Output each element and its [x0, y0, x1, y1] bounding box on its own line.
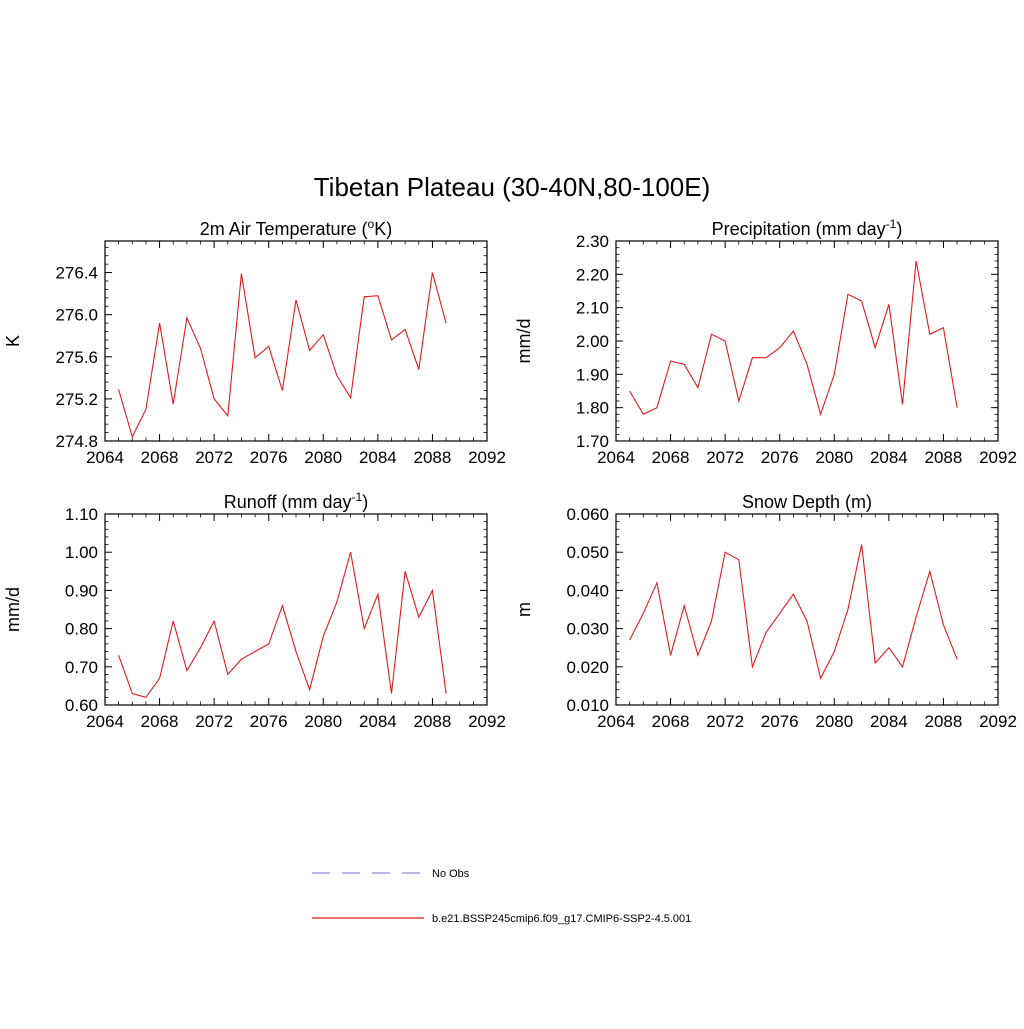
x-tick-label: 2068 — [652, 712, 690, 731]
x-tick-label: 2084 — [359, 448, 397, 467]
x-tick-label: 2088 — [414, 448, 452, 467]
y-tick-label: 275.2 — [55, 390, 98, 409]
y-tick-label: 0.030 — [566, 620, 609, 639]
y-tick-label: 274.8 — [55, 432, 98, 451]
x-tick-label: 2064 — [597, 448, 635, 467]
panel-1: 2m Air Temperature (oK) 2064 2068 2072 2076 2… — [3, 217, 506, 467]
legend-label-2: b.e21.BSSP245cmip6.f09_g17.CMIP6-SSP2-4.… — [432, 913, 691, 925]
x-tick-label: 2080 — [304, 712, 342, 731]
x-tick-label: 2068 — [652, 448, 690, 467]
series-line-1 — [629, 260, 958, 417]
x-tick-label: 2088 — [414, 712, 452, 731]
x-tick-label: 2068 — [141, 712, 179, 731]
panel-title: Precipitation (mm day-1) — [712, 217, 903, 239]
panel-3: Runoff (mm day-1) 2064 2068 2072 2076 2080 208… — [3, 490, 506, 731]
panel-title: 2m Air Temperature (oK) — [200, 217, 392, 239]
x-tick-label: 2068 — [141, 448, 179, 467]
x-tick-label: 2072 — [195, 448, 233, 467]
y-axis-label: m — [514, 602, 534, 617]
x-tick-label: 2084 — [870, 712, 908, 731]
x-tick-label: 2084 — [359, 712, 397, 731]
y-tick-label: 2.20 — [576, 265, 609, 284]
x-tick-label: 2092 — [468, 712, 506, 731]
plot-frame — [104, 513, 488, 706]
y-tick-label: 276.4 — [55, 264, 98, 283]
y-tick-label: 0.80 — [65, 620, 98, 639]
y-tick-label: 1.70 — [576, 432, 609, 451]
x-tick-label: 2076 — [761, 712, 799, 731]
x-tick-label: 2092 — [979, 448, 1017, 467]
panel-title: Runoff (mm day-1) — [224, 490, 368, 512]
x-tick-label: 2092 — [468, 448, 506, 467]
x-tick-label: 2064 — [86, 448, 124, 467]
x-tick-label: 2088 — [925, 712, 963, 731]
plot-frame — [615, 513, 999, 706]
x-tick-label: 2064 — [597, 712, 635, 731]
y-tick-label: 0.90 — [65, 581, 98, 600]
y-tick-label: 1.90 — [576, 365, 609, 384]
x-tick-label: 2076 — [761, 448, 799, 467]
y-tick-label: 0.60 — [65, 696, 98, 715]
y-axis-label: mm/d — [514, 319, 534, 364]
x-tick-label: 2080 — [304, 448, 342, 467]
y-tick-label: 1.10 — [65, 505, 98, 524]
plot-frame — [615, 240, 999, 442]
y-tick-label: 2.10 — [576, 299, 609, 318]
x-tick-label: 2076 — [250, 712, 288, 731]
x-tick-label: 2072 — [706, 448, 744, 467]
figure-title: Tibetan Plateau (30-40N,80-100E) — [314, 172, 711, 202]
y-tick-label: 0.70 — [65, 658, 98, 677]
y-tick-label: 2.30 — [576, 232, 609, 251]
x-tick-label: 2088 — [925, 448, 963, 467]
panel-2: Precipitation (mm day-1) 2064 2068 2072 2076… — [514, 217, 1017, 467]
series-line-1 — [629, 544, 958, 680]
y-tick-label: 275.6 — [55, 348, 98, 367]
series-line-1 — [118, 552, 447, 699]
y-tick-label: 2.00 — [576, 332, 609, 351]
x-tick-label: 2092 — [979, 712, 1017, 731]
legend-label-1: No Obs — [432, 868, 470, 880]
y-axis-label: K — [3, 335, 23, 347]
x-tick-label: 2076 — [250, 448, 288, 467]
y-tick-label: 0.040 — [566, 581, 609, 600]
x-tick-label: 2072 — [706, 712, 744, 731]
y-tick-label: 1.00 — [65, 543, 98, 562]
x-tick-label: 2084 — [870, 448, 908, 467]
panels: 2m Air Temperature (oK) 2064 2068 2072 2076 2… — [3, 217, 1017, 731]
panel-4: Snow Depth (m) 2064 2068 2072 2076 2080 2084 20… — [514, 492, 1017, 731]
x-tick-label: 2072 — [195, 712, 233, 731]
x-tick-label: 2064 — [86, 712, 124, 731]
series-line-1 — [118, 272, 447, 439]
y-tick-label: 0.060 — [566, 505, 609, 524]
y-tick-label: 0.050 — [566, 543, 609, 562]
panel-title: Snow Depth (m) — [742, 492, 872, 512]
legend: No Obs b.e21.BSSP245cmip6.f09_g17.CMIP6-S… — [312, 868, 691, 925]
y-axis-label: mm/d — [3, 587, 23, 632]
y-tick-label: 276.0 — [55, 306, 98, 325]
y-tick-label: 0.020 — [566, 658, 609, 677]
x-tick-label: 2080 — [815, 712, 853, 731]
y-tick-label: 0.010 — [566, 696, 609, 715]
x-tick-label: 2080 — [815, 448, 853, 467]
y-tick-label: 1.80 — [576, 399, 609, 418]
